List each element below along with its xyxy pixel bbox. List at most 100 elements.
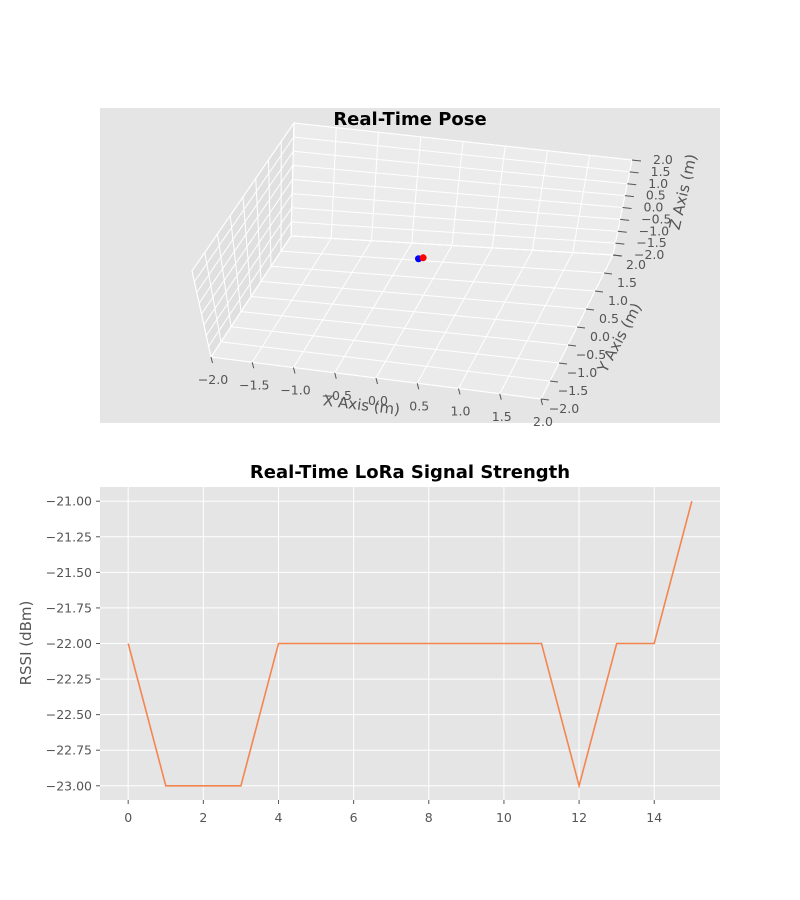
pose-x-tick-label: −2.0	[198, 372, 228, 387]
rssi-x-tick-label: 10	[496, 810, 512, 825]
pose-z-tick-label: −0.5	[641, 211, 671, 226]
pose-y-tick-label: 1.0	[608, 293, 628, 308]
pose-y-tick-label: 2.0	[626, 257, 646, 272]
rssi-x-tick-label: 2	[199, 810, 207, 825]
pose-x-tick	[251, 362, 255, 369]
rssi-x-tick-label: 14	[646, 810, 662, 825]
pose-x-tick	[210, 356, 213, 364]
pose-floor-gridline-y	[290, 235, 614, 256]
pose-y-tick	[540, 398, 550, 401]
pose-points	[415, 254, 427, 263]
rssi-y-tick-label: −22.25	[46, 672, 92, 687]
pose-wall-gridline-z	[292, 164, 625, 197]
pose-x-tick	[416, 383, 420, 390]
pose-x-tick	[458, 388, 461, 395]
pose-point	[419, 254, 427, 262]
pose-title: Real-Time Pose	[333, 109, 486, 130]
rssi-title: Real-Time LoRa Signal Strength	[250, 462, 570, 483]
pose-y-tick	[603, 272, 613, 275]
rssi-y-tick-label: −22.75	[46, 743, 92, 758]
pose-floor-gridline-x	[499, 252, 574, 394]
pose-floor-gridline-y	[260, 280, 587, 310]
pose-x-tick-label: 1.5	[492, 409, 512, 424]
pose-side-gridline-z	[193, 136, 295, 283]
pose-wall-gridline-x	[532, 150, 548, 251]
pose-z-tick	[617, 230, 627, 233]
rssi-y-tick-label: −22.50	[46, 707, 92, 722]
pose-panel: −2.0−2.0−2.0−1.5 −1.5−1.5−1.0−1.0−1.0−0.5…	[100, 108, 720, 429]
pose-x-tick-label: −0.5	[322, 388, 352, 403]
pose-z-tick	[620, 218, 630, 221]
pose-x-tick-label: −1.5	[239, 377, 269, 392]
pose-z-tick-label: −2.0	[634, 247, 664, 262]
pose-z-tick	[615, 242, 625, 245]
pose-y-tick	[612, 254, 622, 257]
pose-z-tick-label: −1.5	[636, 235, 666, 250]
pose-y-tick-label: −1.5	[558, 383, 588, 398]
rssi-y-tick-label: −21.75	[46, 600, 92, 615]
pose-y-tick-label: −1.0	[567, 365, 597, 380]
pose-floor-gridline-x	[416, 247, 493, 384]
pose-x-tick-label: 0.0	[368, 393, 388, 408]
pose-z-tick-label: 2.0	[653, 152, 673, 167]
rssi-y-tick-label: −23.00	[46, 778, 92, 793]
pose-grid	[191, 122, 633, 400]
rssi-x-tick-label: 6	[350, 810, 358, 825]
pose-z-tick	[622, 207, 632, 209]
pose-wall-gridline-z	[293, 150, 628, 185]
pose-y-tick	[585, 308, 595, 311]
rssi-y-axis-label: RSSI (dBm)	[17, 601, 35, 686]
rssi-y-tick-label: −21.50	[46, 565, 92, 580]
pose-x-tick	[293, 367, 296, 374]
pose-floor-gridline-x	[458, 250, 533, 389]
pose-x-tick-label: 0.5	[409, 398, 429, 413]
pose-y-tick	[558, 362, 568, 365]
pose-y-tick	[567, 344, 577, 347]
pose-side-gridline-z	[198, 165, 294, 304]
pose-wall-gridline-x	[572, 155, 591, 253]
pose-y-tick-label: 0.5	[599, 311, 619, 326]
pose-z-tick-label: 0.5	[646, 188, 666, 203]
pose-y-tick	[549, 380, 559, 383]
pose-floor-gridline-y	[270, 265, 596, 292]
pose-x-tick	[375, 377, 378, 385]
pose-side-gridline-z	[191, 122, 295, 272]
pose-side-gridline-y	[290, 122, 295, 237]
pose-wall-gridline-z	[292, 179, 623, 208]
pose-x-tick-label: 2.0	[533, 414, 553, 429]
pose-wall-gridline-z	[293, 122, 633, 161]
rssi-x-tick-label: 0	[124, 810, 132, 825]
pose-floor-gridline-y	[280, 250, 605, 274]
rssi-x-tick-label: 8	[425, 810, 433, 825]
rssi-x-tick-label: 12	[571, 810, 587, 825]
pose-z-tick	[627, 183, 637, 186]
pose-x-tick	[540, 398, 543, 406]
pose-floor-gridline-y	[250, 296, 578, 328]
pose-side-gridline-z	[201, 179, 293, 315]
pose-side-gridline-y	[268, 159, 272, 267]
pose-z-tick	[631, 159, 642, 162]
pose-side-gridline-y	[255, 178, 262, 282]
rssi-y-tick-label: −22.00	[46, 636, 92, 651]
pose-x-tick	[334, 372, 337, 379]
rssi-line-layer	[127, 500, 693, 789]
rssi-ticks: 0 2 4 6 8 10 12 14 −21.00 −21.25 −21.50 −21.75 −22.0…	[46, 494, 663, 825]
pose-z-tick	[629, 171, 639, 174]
pose-y-tick	[576, 326, 586, 329]
pose-wall-gridline-z	[293, 136, 630, 173]
pose-y-tick	[594, 290, 604, 293]
pose-z-tick-label: −1.0	[639, 223, 669, 238]
pose-x-tick-label: −1.0	[280, 383, 310, 398]
pose-z-tick-label: 0.0	[644, 200, 664, 215]
pose-y-tick-label: 0.0	[590, 329, 610, 344]
pose-x-tick-label: 1.0	[451, 404, 471, 419]
pose-wall-gridline-x	[491, 146, 506, 248]
rssi-x-tick-label: 4	[275, 810, 283, 825]
pose-side-gridline-z	[196, 150, 294, 293]
pose-ticks: −2.0−2.0−2.0−1.5 −1.5−1.5−1.0−1.0−1.0−0.5…	[198, 152, 673, 429]
pose-x-tick	[499, 393, 502, 400]
pose-z-tick-label: 1.0	[648, 176, 668, 191]
rssi-y-tick-label: −21.00	[46, 494, 92, 509]
pose-z-tick	[624, 195, 634, 198]
